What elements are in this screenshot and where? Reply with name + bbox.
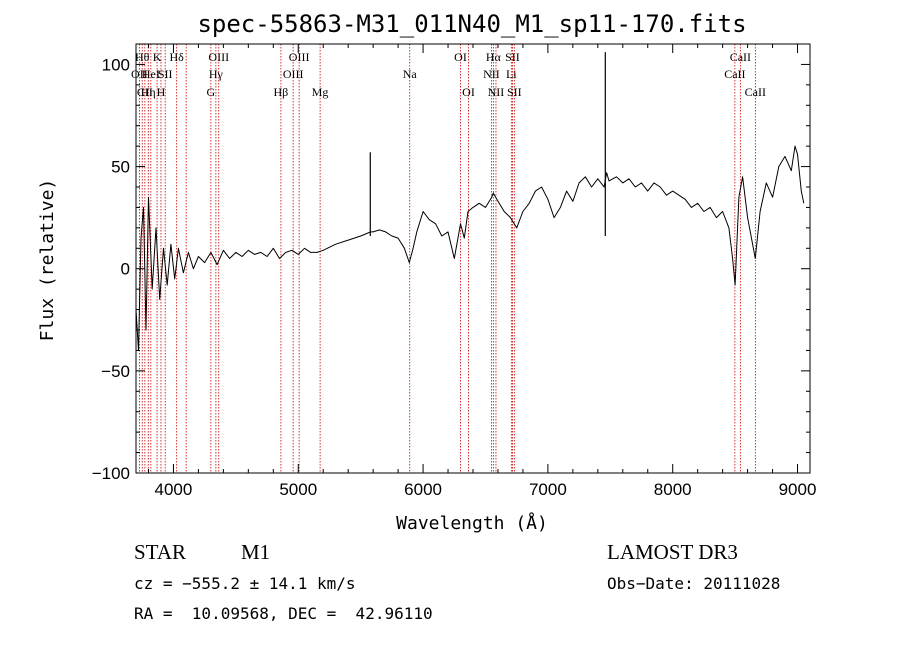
x-tick-label: 5000 xyxy=(279,480,317,499)
x-tick-label: 7000 xyxy=(529,480,567,499)
line-label-14: OIII xyxy=(283,67,304,81)
line-label-6: H xyxy=(157,85,166,99)
x-axis: 4000 5000 6000 7000 8000 9000 xyxy=(147,44,817,499)
line-label-27: CaII xyxy=(730,50,751,64)
line-label-24: Li xyxy=(506,67,517,81)
object-type: STAR xyxy=(134,540,186,564)
x-tick-label: 9000 xyxy=(779,480,817,499)
line-label-25: SII xyxy=(507,85,522,99)
line-label-7: SII xyxy=(158,67,173,81)
y-tick-label: 100 xyxy=(102,55,130,74)
line-label-4: HeI xyxy=(142,67,160,81)
x-axis-label: Wavelength (Å) xyxy=(396,512,548,534)
redshift-cz: cz = −555.2 ± 14.1 km/s xyxy=(134,574,356,593)
line-label-10: G xyxy=(207,85,216,99)
line-label-5: K xyxy=(153,50,162,64)
line-label-23: SII xyxy=(505,50,520,64)
plot-frame xyxy=(135,43,811,474)
spectrum-series-0 xyxy=(135,145,805,351)
y-axis: −100 −50 0 50 100 xyxy=(92,43,810,483)
line-label-21: Hα xyxy=(486,50,502,64)
line-label-22: NII xyxy=(488,85,505,99)
ra-dec: RA = 10.09568, DEC = 42.96110 xyxy=(134,604,433,623)
y-axis-label: Flux (relative) xyxy=(37,179,58,342)
line-label-17: Na xyxy=(403,67,418,81)
line-label-15: OIII xyxy=(289,50,310,64)
x-tick-label: 8000 xyxy=(654,480,692,499)
line-markers xyxy=(138,44,756,473)
line-label-16: Mg xyxy=(312,85,329,99)
y-tick-label: −100 xyxy=(92,464,130,483)
object-subclass: M1 xyxy=(241,540,271,564)
line-label-12: OIII xyxy=(208,50,229,64)
y-tick-label: 0 xyxy=(121,260,130,279)
line-label-19: OI xyxy=(462,85,475,99)
line-label-18: OI xyxy=(454,50,467,64)
line-label-13: Hβ xyxy=(274,85,289,99)
y-tick-label: 50 xyxy=(111,158,130,177)
line-label-28: CaII xyxy=(745,85,766,99)
observation-date: Obs−Date: 20111028 xyxy=(607,574,781,593)
line-label-20: NII xyxy=(483,67,500,81)
y-tick-label: −50 xyxy=(101,362,130,381)
line-label-2: CII xyxy=(137,85,153,99)
line-label-11: Hγ xyxy=(209,67,224,81)
line-label-3: Hη xyxy=(141,85,156,99)
x-tick-label: 4000 xyxy=(155,480,193,499)
line-label-1: Hθ xyxy=(135,50,150,64)
survey-name: LAMOST DR3 xyxy=(607,540,738,564)
x-tick-label: 6000 xyxy=(404,480,442,499)
line-label-26: CaII xyxy=(724,67,745,81)
plot-area xyxy=(135,52,805,351)
line-label-8: Hδ xyxy=(170,50,185,64)
line-label-0: OII xyxy=(131,67,148,81)
chart-title: spec-55863-M31_011N40_M1_sp11-170.fits xyxy=(197,10,746,38)
